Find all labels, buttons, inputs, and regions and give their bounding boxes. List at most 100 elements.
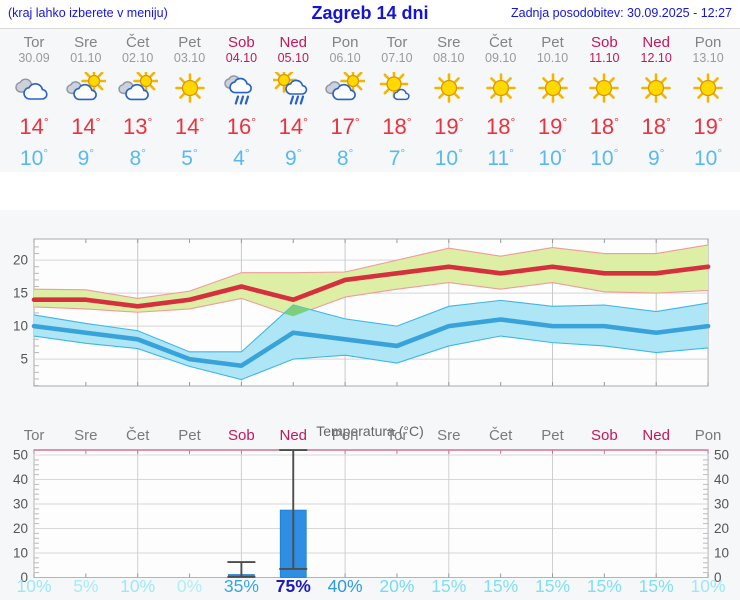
precip-plot-area	[33, 449, 709, 578]
high-temp: 18°	[589, 114, 619, 139]
precip-probability: 15%	[638, 576, 674, 596]
low-temp: 10°	[19, 146, 49, 170]
low-temp: 5°	[181, 146, 198, 170]
precipitation-chart: 0 0 10 10 20 20 30 30 40 40 50 50	[13, 448, 729, 586]
day-column: Čet 09.10 18° 11°	[475, 34, 527, 171]
low-temp: 9°	[647, 146, 665, 170]
day-date: 01.10	[70, 51, 102, 65]
precip-day-label: Pon	[331, 427, 359, 444]
day-column: Sob 11.10 18° 10°	[578, 34, 630, 171]
sunny-icon	[641, 73, 671, 103]
min-range-upper-edge	[33, 299, 709, 353]
high-temp: 14°	[71, 114, 101, 139]
temp-chart-title: Temperatura (°C)	[316, 423, 424, 439]
day-column: Sre 01.10 14° 9°	[60, 34, 112, 171]
precip-day-label: Ned	[642, 427, 670, 444]
day-column: Tor 30.09 14° 10°	[8, 34, 60, 171]
precip-day-label: Sob	[590, 427, 618, 444]
day-name: Čet	[488, 34, 513, 51]
precip-day-label: Sob	[228, 427, 255, 444]
high-temp: 16°	[226, 114, 257, 139]
day-date: 05.10	[277, 51, 309, 65]
day-name: Pon	[694, 34, 722, 51]
day-name: Sob	[590, 34, 618, 51]
y-axis-label-left: 0	[20, 570, 28, 585]
day-name: Ned	[279, 34, 308, 51]
high-temp: 18°	[641, 114, 671, 139]
day-date: 06.10	[329, 51, 361, 65]
min-temperature-line	[31, 317, 711, 369]
sunny-icon	[537, 73, 568, 103]
day-name: Pet	[178, 34, 201, 51]
sunny-icon	[174, 73, 205, 103]
precip-day-label: Čet	[488, 427, 513, 444]
y-axis-label-left: 50	[13, 448, 28, 463]
sunny-icon	[693, 73, 723, 103]
max-temperature-line	[31, 264, 711, 309]
y-axis-label: 5	[20, 352, 28, 367]
precip-day-label: Čet	[126, 427, 150, 444]
day-date: 13.10	[692, 51, 724, 65]
temperature-chart: 5 10 15 20	[13, 238, 711, 387]
low-temp: 10°	[590, 146, 619, 170]
high-temp: 19°	[693, 114, 723, 139]
partly-sunny-icon	[325, 68, 366, 101]
y-axis-label-left: 30	[13, 497, 28, 512]
day-date: 08.10	[433, 51, 465, 65]
day-date: 10.10	[536, 51, 569, 65]
low-temp: 4°	[233, 146, 250, 170]
sunny-icon	[433, 73, 464, 103]
mostly-sunny-icon	[379, 69, 410, 101]
precip-probability: 10%	[16, 576, 52, 596]
sunny-icon	[485, 73, 516, 103]
y-axis-label: 15	[13, 286, 28, 301]
y-axis-label: 20	[13, 253, 28, 268]
last-update: Zadnja posodobitev: 30.09.2025 - 12:27	[510, 6, 732, 20]
day-column: Pet 03.10 14° 5°	[164, 34, 216, 171]
high-temp: 14°	[19, 114, 49, 139]
menu-hint: (kraj lahko izberete v meniju)	[8, 6, 168, 20]
sunny-icon	[589, 73, 620, 103]
y-axis-label-right: 20	[714, 521, 729, 536]
day-name: Ned	[642, 34, 670, 51]
rain-icon	[224, 75, 253, 105]
sun-shower-icon	[271, 67, 308, 105]
day-date: 11.10	[589, 51, 620, 65]
day-name: Pet	[541, 34, 564, 51]
y-axis-label-right: 30	[714, 497, 729, 512]
cloudy-icon	[15, 78, 48, 100]
precip-day-label: Pon	[694, 427, 722, 444]
header-bar: (kraj lahko izberete v meniju) Zagreb 14…	[0, 0, 740, 29]
day-name: Pon	[331, 34, 359, 51]
day-date: 30.09	[18, 51, 50, 65]
max-range-lower-edge	[33, 282, 709, 317]
day-column: Tor 07.10 18° 7°	[371, 34, 423, 171]
day-name: Čet	[126, 34, 150, 51]
precip-day-label: Tor	[386, 427, 408, 444]
day-name: Sre	[437, 34, 461, 51]
day-column: Pet 10.10 19° 10°	[527, 34, 579, 171]
precip-probability: 10%	[120, 576, 156, 596]
low-temp: 11°	[487, 146, 514, 170]
high-temp: 17°	[330, 114, 360, 139]
y-axis-label-left: 20	[13, 521, 28, 536]
low-temp: 9°	[285, 146, 302, 170]
low-temp: 9°	[77, 146, 95, 170]
day-name: Sob	[228, 34, 255, 51]
partly-sunny-icon	[117, 68, 159, 101]
high-temp: 19°	[434, 114, 464, 139]
precip-day-label: Sre	[437, 427, 461, 444]
precip-probability: 15%	[534, 576, 571, 596]
high-temp: 19°	[537, 114, 568, 139]
day-column: Pon 13.10 19° 10°	[682, 34, 734, 171]
day-date: 03.10	[173, 51, 206, 65]
day-column: Sob 04.10 16° 4°	[215, 34, 267, 171]
day-date: 04.10	[225, 51, 258, 65]
precip-day-label: Pet	[178, 427, 201, 444]
y-axis-label-right: 50	[714, 448, 729, 463]
y-axis-label-right: 40	[714, 472, 729, 487]
day-column: Pon 06.10 17° 8°	[319, 34, 371, 171]
high-temp: 14°	[174, 114, 205, 139]
low-temp: 7°	[388, 146, 406, 170]
